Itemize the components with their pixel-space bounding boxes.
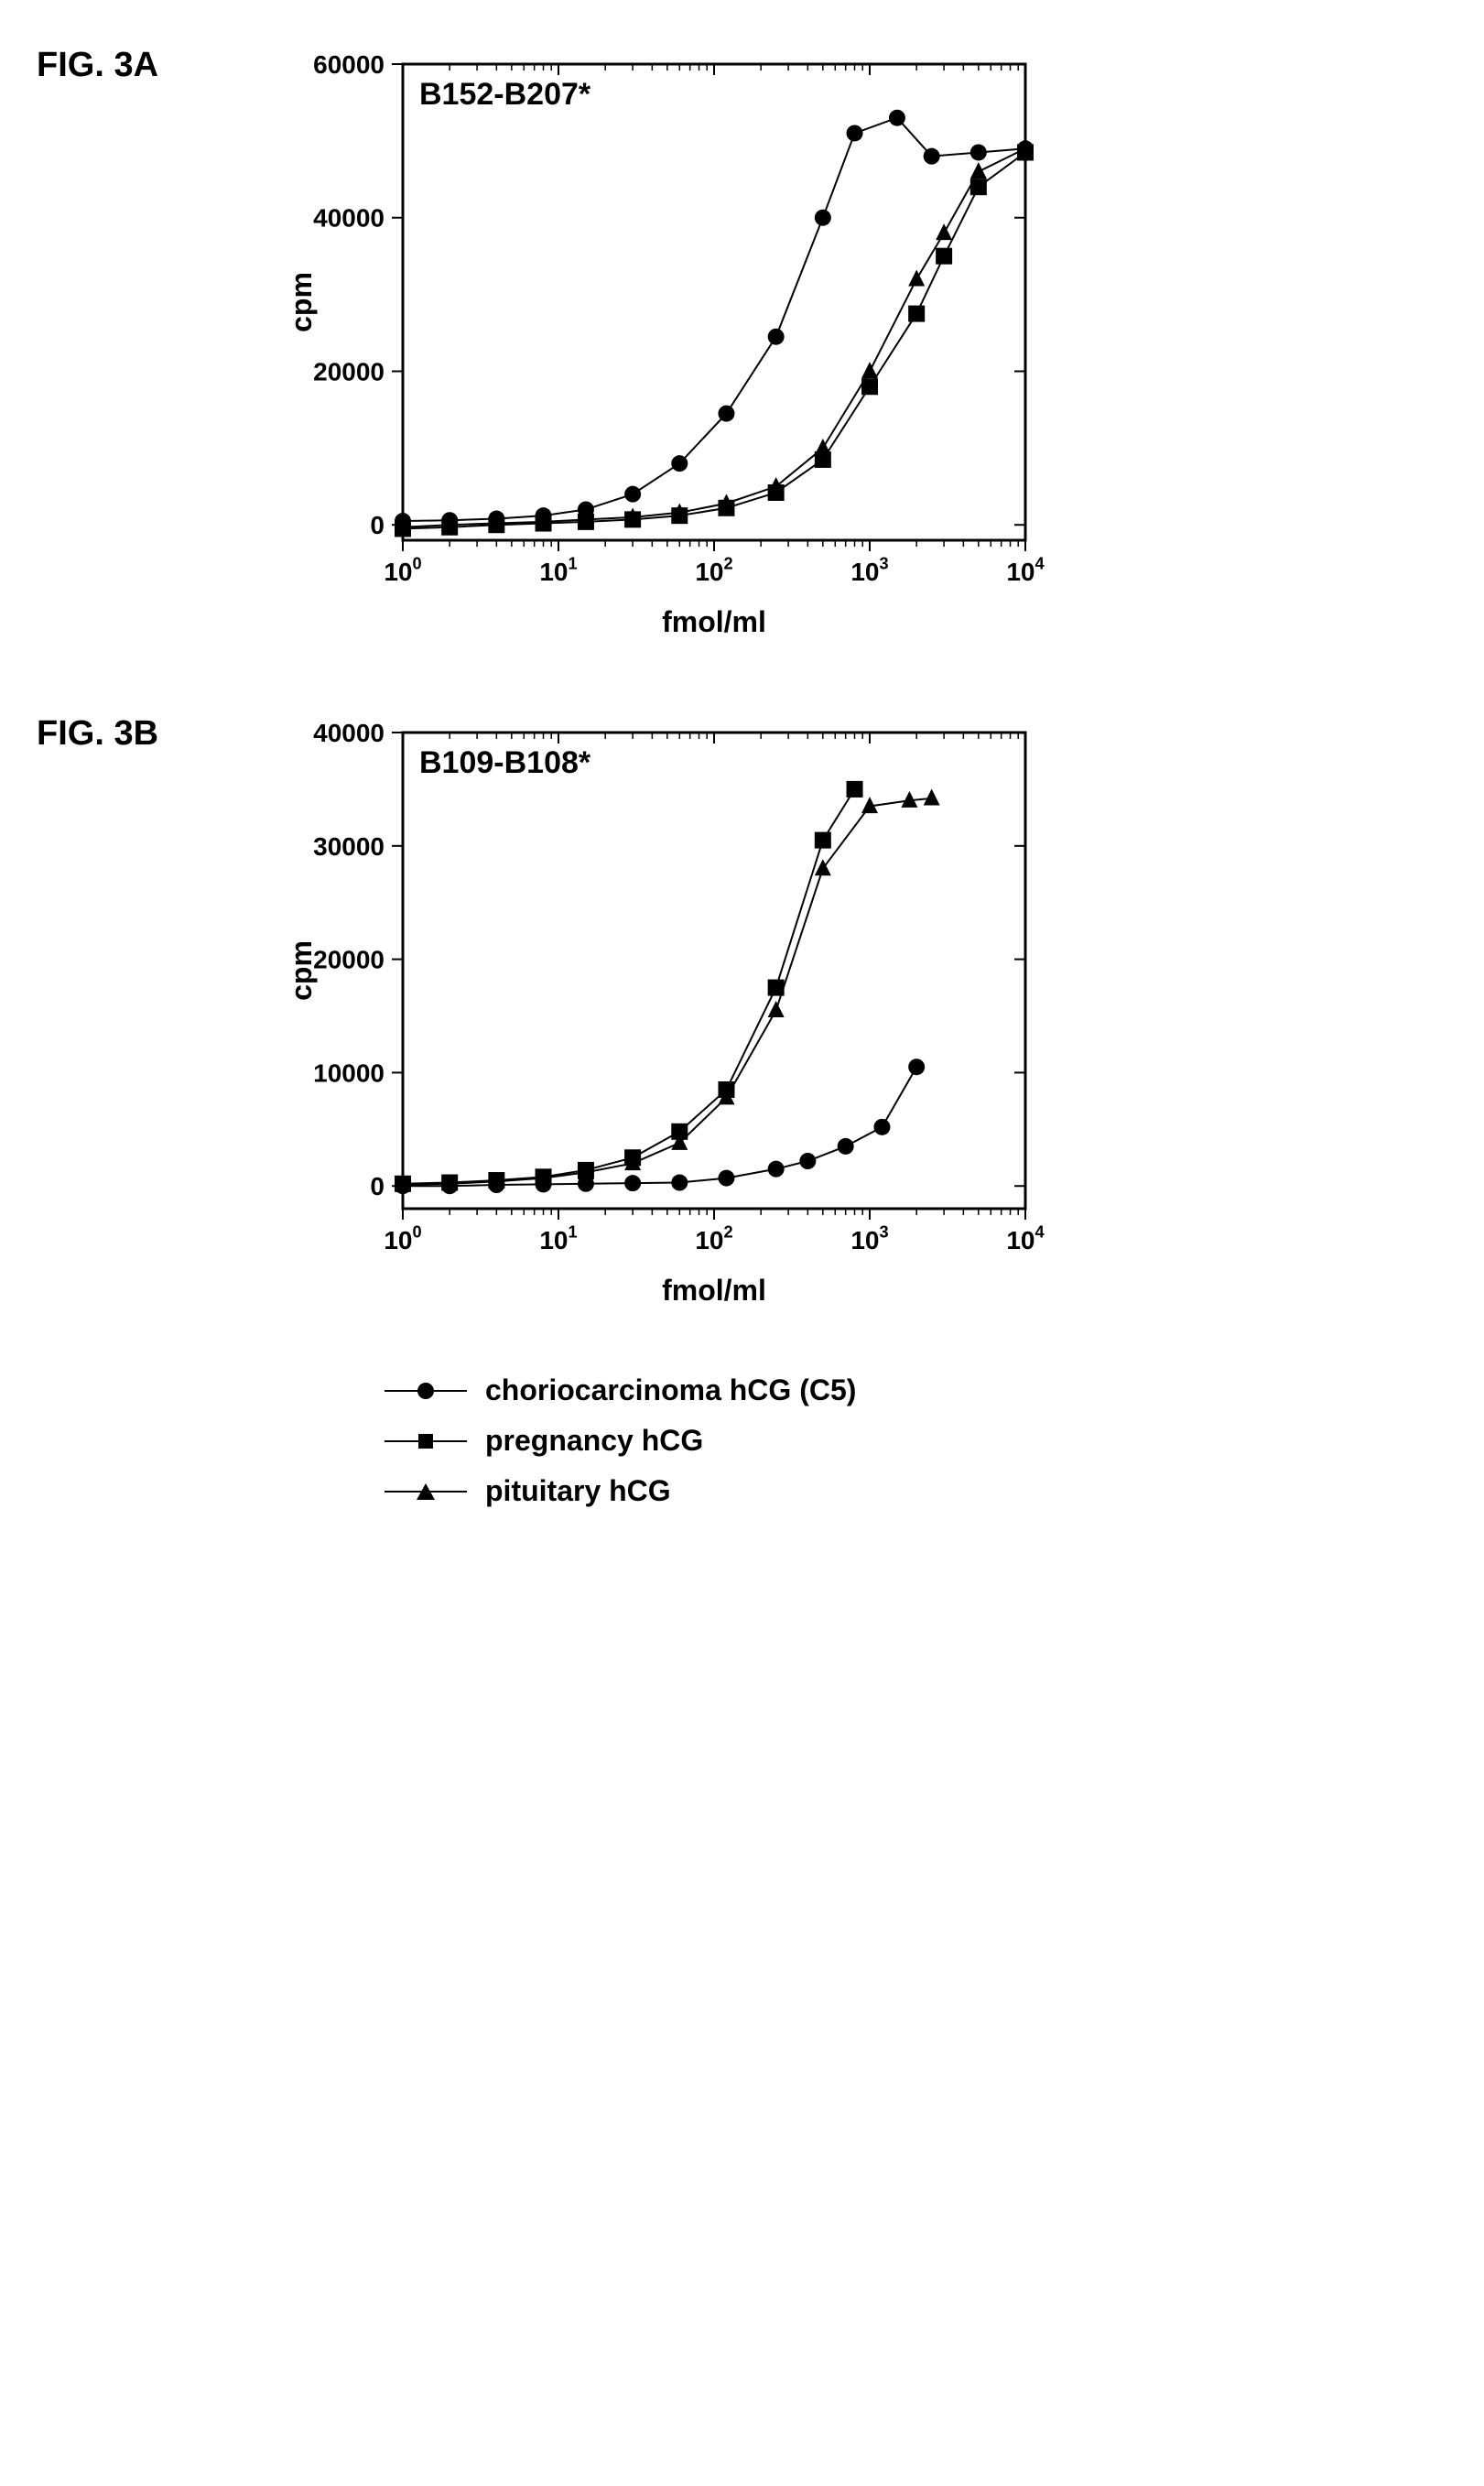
legend-item-choriocarcinoma: choriocarcinoma hCG (C5) (385, 1373, 1447, 1407)
legend-label: pregnancy hCG (485, 1424, 703, 1458)
svg-text:fmol/ml: fmol/ml (662, 1274, 766, 1307)
svg-text:101: 101 (539, 1222, 577, 1254)
svg-text:102: 102 (695, 554, 732, 586)
svg-text:40000: 40000 (313, 204, 385, 233)
svg-text:30000: 30000 (313, 832, 385, 861)
chart-3b-wrap: 0 10000 20000 30000 40000 100 101 102 103 104 fmol… (275, 705, 1447, 1319)
svg-text:20000: 20000 (313, 357, 385, 385)
svg-text:60000: 60000 (313, 50, 385, 79)
svg-text:B152-B207*: B152-B207* (419, 77, 591, 112)
circle-icon (417, 1383, 434, 1399)
figure-3a-label: FIG. 3A (37, 46, 158, 85)
legend-item-pregnancy: pregnancy hCG (385, 1424, 1447, 1458)
svg-text:cpm: cpm (285, 940, 318, 1001)
legend-line (385, 1491, 467, 1493)
figure-3a: FIG. 3A 0 20000 40000 60000 100 101 102 103 104 f… (37, 37, 1447, 650)
legend: choriocarcinoma hCG (C5) pregnancy hCG p… (385, 1373, 1447, 1508)
legend-line (385, 1440, 467, 1442)
figure-3b: FIG. 3B 0 10000 20000 30000 40000 100 101 102 10… (37, 705, 1447, 1319)
svg-text:B109-B108*: B109-B108* (419, 745, 591, 780)
svg-text:40000: 40000 (313, 719, 385, 747)
chart-3a-svg: 0 20000 40000 60000 100 101 102 103 104 fmol/ml cp… (275, 37, 1053, 650)
legend-label: choriocarcinoma hCG (C5) (485, 1373, 856, 1407)
legend-item-pituitary: pituitary hCG (385, 1474, 1447, 1508)
chart-3a-wrap: 0 20000 40000 60000 100 101 102 103 104 fmol/ml cp… (275, 37, 1447, 650)
figure-3b-label: FIG. 3B (37, 714, 158, 754)
svg-text:104: 104 (1006, 554, 1045, 586)
svg-text:cpm: cpm (285, 272, 318, 332)
svg-text:0: 0 (370, 511, 385, 539)
chart-3b-svg: 0 10000 20000 30000 40000 100 101 102 103 104 fmol… (275, 705, 1053, 1319)
svg-text:10000: 10000 (313, 1058, 385, 1087)
svg-text:103: 103 (850, 554, 888, 586)
legend-label: pituitary hCG (485, 1474, 671, 1508)
svg-text:104: 104 (1006, 1222, 1045, 1254)
svg-text:0: 0 (370, 1172, 385, 1200)
svg-text:20000: 20000 (313, 946, 385, 974)
svg-text:101: 101 (539, 554, 577, 586)
svg-text:103: 103 (850, 1222, 888, 1254)
svg-text:100: 100 (384, 554, 421, 586)
legend-line (385, 1390, 467, 1392)
svg-text:102: 102 (695, 1222, 732, 1254)
square-icon (418, 1434, 433, 1449)
svg-text:100: 100 (384, 1222, 421, 1254)
triangle-icon (417, 1483, 435, 1500)
svg-text:fmol/ml: fmol/ml (662, 605, 766, 638)
